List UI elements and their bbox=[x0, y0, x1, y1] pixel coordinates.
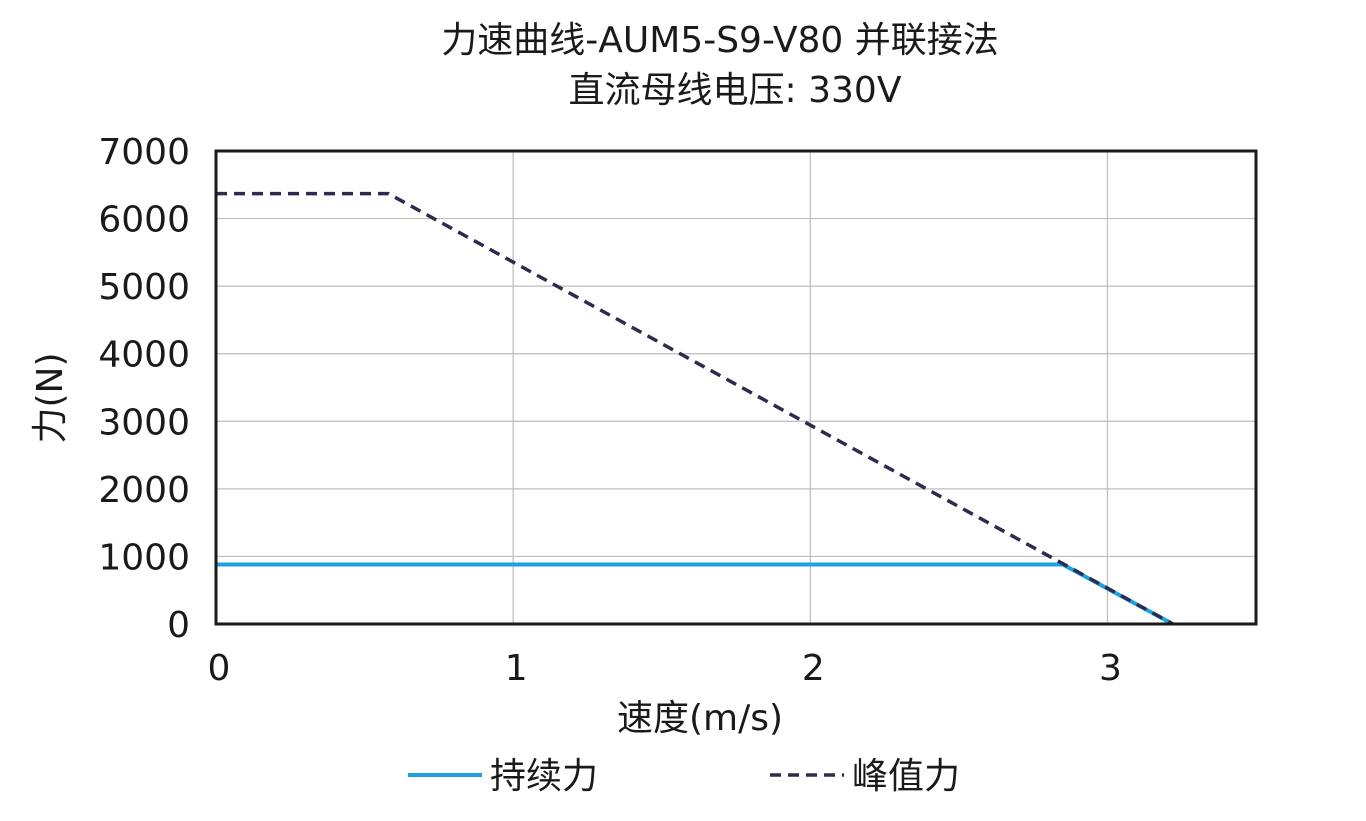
y-tick-label: 2000 bbox=[98, 470, 190, 511]
y-tick-label: 5000 bbox=[98, 267, 190, 308]
series-line-1 bbox=[216, 562, 1174, 626]
legend: 持续力 峰值力 bbox=[408, 756, 960, 797]
y-tick-label: 4000 bbox=[98, 335, 190, 376]
tick-labels: 0 1000 2000 3000 4000 5000 6000 7000 0 1 2 3 bbox=[98, 132, 1122, 689]
x-tick-label: 2 bbox=[802, 648, 825, 689]
grid bbox=[216, 151, 1256, 624]
y-tick-label: 6000 bbox=[98, 200, 190, 241]
x-tick-label: 3 bbox=[1099, 648, 1122, 689]
y-tick-label: 7000 bbox=[98, 132, 190, 173]
legend-label-1: 持续力 bbox=[490, 756, 598, 797]
x-tick-label: 0 bbox=[208, 648, 231, 689]
legend-label-2: 峰值力 bbox=[852, 756, 960, 797]
y-tick-label: 0 bbox=[167, 605, 190, 646]
chart-subtitle: 直流母线电压: 330V bbox=[569, 70, 902, 111]
series-layer bbox=[216, 191, 1174, 626]
chart-title: 力速曲线-AUM5-S9-V80 并联接法 bbox=[441, 20, 998, 61]
plot-frame bbox=[214, 149, 1258, 626]
y-tick-label: 3000 bbox=[98, 402, 190, 443]
y-tick-label: 1000 bbox=[98, 537, 190, 578]
x-tick-label: 1 bbox=[505, 648, 528, 689]
x-axis-label: 速度(m/s) bbox=[617, 698, 783, 739]
y-axis-label: 力(N) bbox=[30, 352, 71, 443]
series-line-2 bbox=[216, 191, 1174, 626]
